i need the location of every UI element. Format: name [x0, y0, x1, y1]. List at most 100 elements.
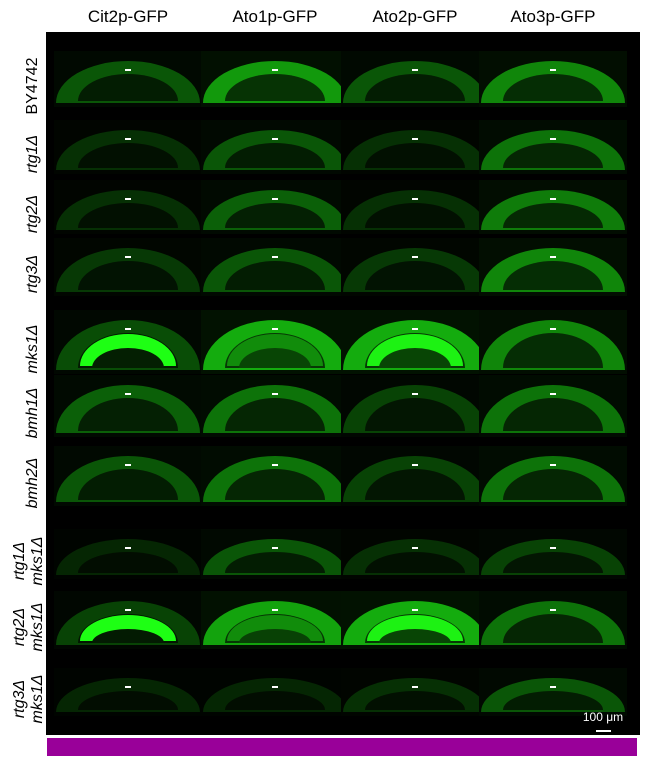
colony-inner [365, 261, 465, 290]
row-label: bmh1Δ [24, 388, 41, 439]
center-marker [550, 393, 556, 395]
center-marker [550, 686, 556, 688]
center-marker [412, 609, 418, 611]
colony-inner [225, 469, 325, 500]
row-label: rtg3Δ [11, 680, 28, 718]
row-label: mks1Δ [29, 675, 46, 724]
colony-core-hole [92, 348, 164, 368]
center-marker [412, 547, 418, 549]
center-marker [550, 198, 556, 200]
column-header: Ato2p-GFP [372, 7, 457, 26]
colony-inner [365, 74, 465, 101]
colony-inner [365, 691, 465, 710]
row-label: rtg3Δ [24, 255, 41, 293]
colony-inner [78, 203, 178, 228]
colony-core-hole [239, 629, 311, 643]
colony-inner [78, 469, 178, 500]
row-label: mks1Δ [29, 603, 46, 652]
colony-inner [78, 552, 178, 573]
center-marker [272, 328, 278, 330]
row-label: bmh2Δ [24, 458, 41, 509]
center-marker [125, 138, 131, 140]
center-marker [412, 69, 418, 71]
center-marker [125, 547, 131, 549]
colony-inner [365, 143, 465, 168]
colony-inner [503, 691, 603, 710]
center-marker [550, 328, 556, 330]
center-marker [550, 138, 556, 140]
center-marker [125, 464, 131, 466]
row-label: rtg1Δ [11, 542, 28, 580]
center-marker [272, 69, 278, 71]
colony-inner [503, 614, 603, 643]
colony-inner [365, 398, 465, 431]
colony-inner [503, 203, 603, 228]
colony-inner [78, 74, 178, 101]
center-marker [412, 138, 418, 140]
column-header: Cit2p-GFP [88, 7, 168, 26]
center-marker [412, 464, 418, 466]
row-label: rtg1Δ [24, 135, 41, 173]
row-label: mks1Δ [29, 537, 46, 586]
center-marker [412, 256, 418, 258]
colony-inner [503, 74, 603, 101]
colony-inner [503, 261, 603, 290]
colony-inner [225, 398, 325, 431]
center-marker [550, 256, 556, 258]
color-bar [47, 738, 637, 756]
colony-inner [78, 261, 178, 290]
row-label: rtg2Δ [24, 195, 41, 233]
colony-inner [225, 691, 325, 710]
center-marker [412, 328, 418, 330]
colony-inner [225, 203, 325, 228]
colony-inner [225, 74, 325, 101]
colony-core-hole [379, 629, 451, 643]
colony-inner [503, 398, 603, 431]
colony-inner [78, 398, 178, 431]
colony-inner [503, 552, 603, 573]
center-marker [550, 609, 556, 611]
center-marker [272, 393, 278, 395]
center-marker [125, 256, 131, 258]
center-marker [550, 547, 556, 549]
colony-core-hole [239, 348, 311, 368]
colony-inner [365, 552, 465, 573]
row-label: mks1Δ [24, 325, 41, 374]
center-marker [272, 256, 278, 258]
colony-inner [365, 469, 465, 500]
center-marker [272, 464, 278, 466]
center-marker [272, 138, 278, 140]
colony-inner [503, 333, 603, 368]
colony-inner [225, 552, 325, 573]
colony-inner [78, 143, 178, 168]
center-marker [412, 686, 418, 688]
center-marker [412, 198, 418, 200]
row-label: BY4742 [24, 57, 41, 114]
center-marker [125, 393, 131, 395]
center-marker [125, 198, 131, 200]
center-marker [550, 69, 556, 71]
center-marker [412, 393, 418, 395]
center-marker [272, 609, 278, 611]
scale-bar-label: 100 μm [583, 710, 623, 724]
colony-core-hole [92, 629, 164, 643]
center-marker [125, 69, 131, 71]
column-header: Ato1p-GFP [232, 7, 317, 26]
colony-inner [503, 143, 603, 168]
colony-inner [78, 691, 178, 710]
center-marker [272, 686, 278, 688]
center-marker [550, 464, 556, 466]
center-marker [272, 198, 278, 200]
colony-inner [225, 261, 325, 290]
colony-inner [225, 143, 325, 168]
center-marker [125, 609, 131, 611]
colony-inner [365, 203, 465, 228]
center-marker [272, 547, 278, 549]
center-marker [125, 328, 131, 330]
row-label: rtg2Δ [11, 608, 28, 646]
center-marker [125, 686, 131, 688]
colony-inner [503, 469, 603, 500]
column-header: Ato3p-GFP [510, 7, 595, 26]
colony-core-hole [379, 348, 451, 368]
